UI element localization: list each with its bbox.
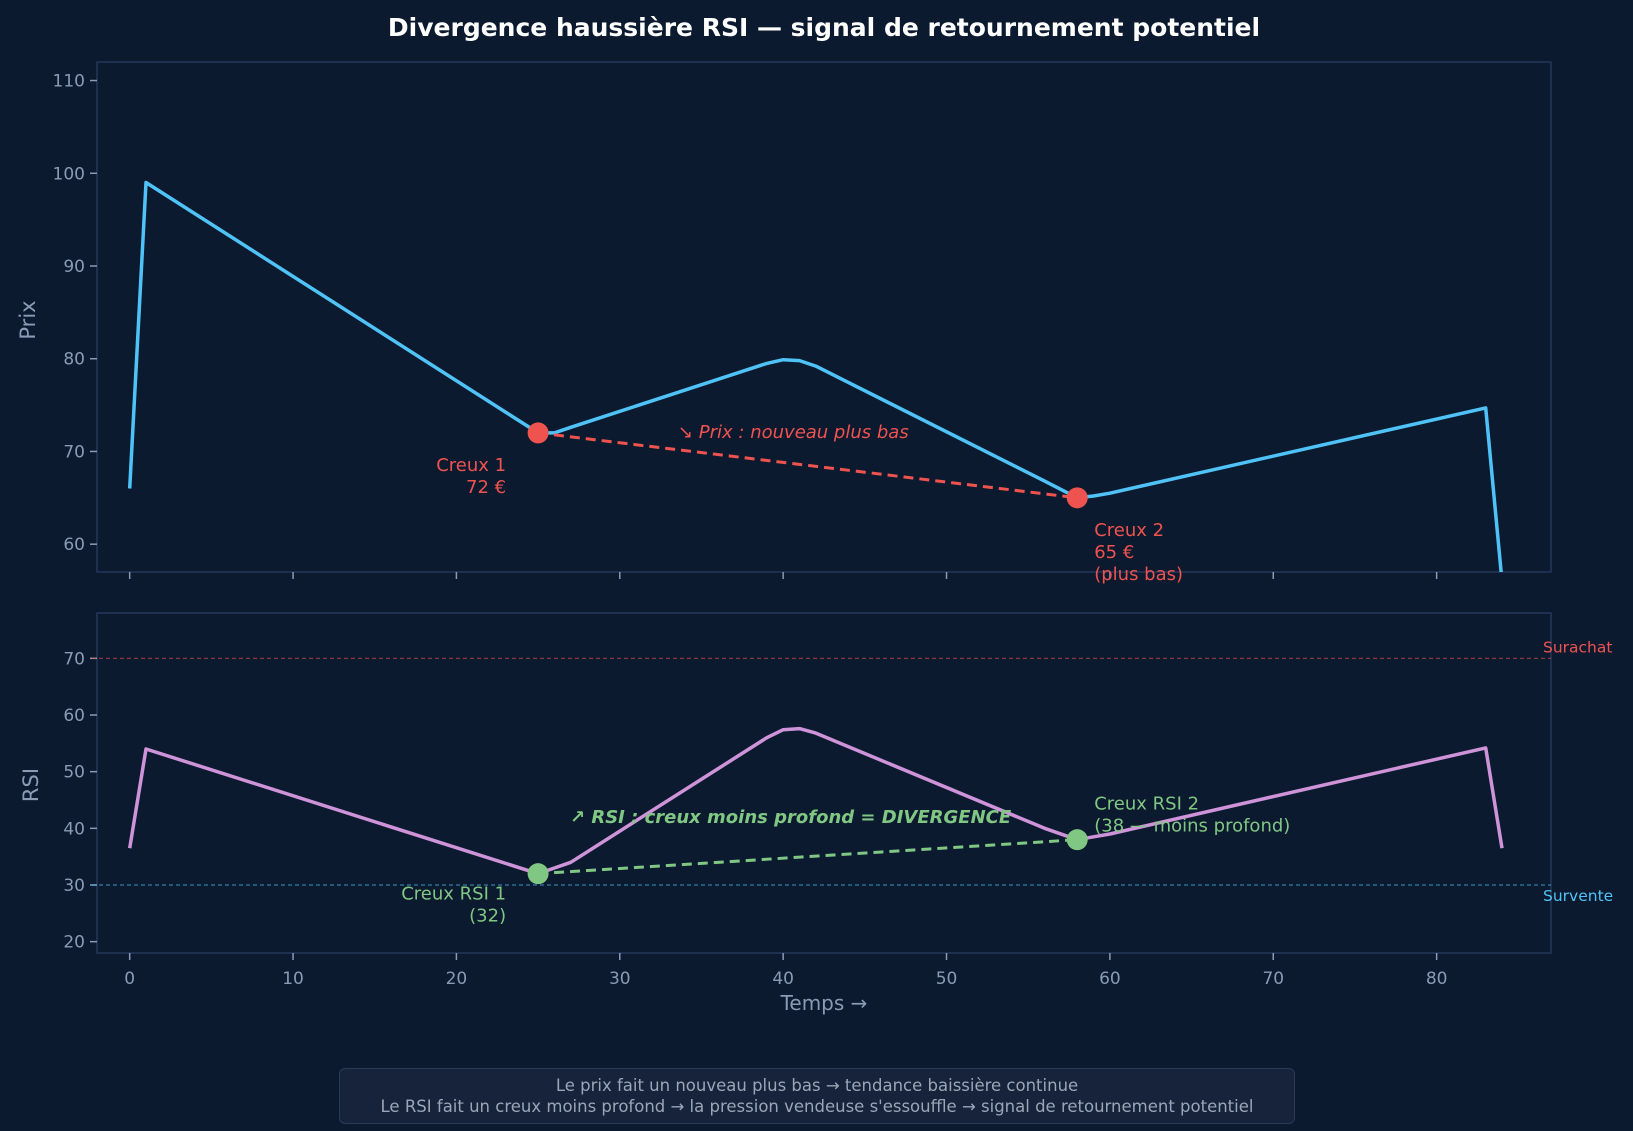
y-tick-label: 90 — [63, 257, 85, 277]
rsi-trough-marker-2 — [1066, 829, 1088, 851]
x-tick-label: 0 — [124, 969, 135, 989]
rsi-plot-frame — [96, 612, 1552, 954]
price-trough-label-2: 65 € — [1094, 542, 1134, 563]
y-tick-label: 100 — [53, 164, 85, 184]
rsi-trough-label-2: (38 — moins profond) — [1094, 816, 1290, 837]
explanation-line-2: Le RSI fait un creux moins profond → la … — [380, 1097, 1254, 1116]
price-trough-label-2: Creux 2 — [1094, 520, 1164, 541]
y-tick-label: 20 — [63, 933, 85, 953]
explanation-line-1: Le prix fait un nouveau plus bas → tenda… — [555, 1076, 1079, 1095]
price-trough-marker-2 — [1066, 487, 1088, 509]
rsi-series-line — [127, 726, 1504, 876]
x-tick-label: 60 — [1099, 969, 1121, 989]
price-trough-label-2: (plus bas) — [1094, 564, 1183, 585]
price-x-tick-marks — [128, 572, 1438, 579]
rsi-y-axis: 20 30 40 50 60 70 — [63, 649, 97, 953]
x-tick-label: 20 — [446, 969, 468, 989]
rsi-trough-marker-1 — [527, 863, 549, 885]
price-trough-marker-1 — [527, 422, 549, 444]
price-annotations: Creux 172 € Creux 265 €(plus bas) ↘ Prix :… — [436, 422, 1183, 585]
y-tick-label: 60 — [63, 535, 85, 555]
x-axis-label: Temps → — [780, 991, 868, 1015]
price-series-line — [127, 180, 1503, 572]
price-panel: 60 70 80 90 100 110 Prix Creux 172 € Creux 265… — [16, 61, 1552, 585]
rsi-trend-annotation: ↗ RSI : creux moins profond = DIVERGENCE — [570, 807, 1012, 828]
rsi-panel: 20 30 40 50 60 70 0 10 20 30 40 50 60 70 80 RSI Temps… — [19, 612, 1613, 1015]
price-plot-frame — [96, 61, 1552, 573]
chart-title: Divergence haussière RSI — signal de ret… — [388, 13, 1260, 42]
rsi-trend-line — [538, 838, 1078, 876]
rsi-annotations: Creux RSI 1(32) Creux RSI 2(38 — moins pr… — [401, 794, 1290, 927]
rsi-trough-label-2: Creux RSI 2 — [1094, 794, 1199, 815]
x-tick-label: 40 — [772, 969, 794, 989]
y-tick-label: 30 — [63, 876, 85, 896]
reference-line-label: Survente — [1543, 887, 1613, 905]
rsi-trough-label-1: (32) — [469, 906, 506, 927]
price-trend-annotation: ↘ Prix : nouveau plus bas — [678, 422, 909, 443]
x-tick-label: 30 — [609, 969, 631, 989]
y-tick-label: 40 — [63, 819, 85, 839]
y-tick-label: 60 — [63, 706, 85, 726]
reference-line-label: Surachat — [1543, 638, 1612, 656]
price-trend-line — [537, 431, 1078, 500]
x-tick-label: 80 — [1426, 969, 1448, 989]
rsi-reference-lines: Surachat Survente — [92, 638, 1613, 905]
rsi-y-axis-label: RSI — [19, 768, 43, 802]
x-tick-label: 10 — [282, 969, 304, 989]
explanation-box: Le prix fait un nouveau plus bas → tenda… — [339, 1068, 1295, 1124]
y-tick-label: 80 — [63, 350, 85, 370]
rsi-trough-label-1: Creux RSI 1 — [401, 884, 506, 905]
x-tick-label: 50 — [936, 969, 958, 989]
y-tick-label: 110 — [53, 72, 85, 92]
price-y-axis: 60 70 80 90 100 110 — [53, 72, 97, 555]
y-tick-label: 70 — [63, 649, 85, 669]
y-tick-label: 70 — [63, 442, 85, 462]
price-trough-label-1: 72 € — [466, 477, 506, 498]
price-y-axis-label: Prix — [16, 300, 40, 339]
rsi-x-axis: 0 10 20 30 40 50 60 70 80 — [124, 953, 1447, 989]
x-tick-label: 70 — [1262, 969, 1284, 989]
y-tick-label: 50 — [63, 763, 85, 783]
price-trough-label-1: Creux 1 — [436, 455, 506, 476]
